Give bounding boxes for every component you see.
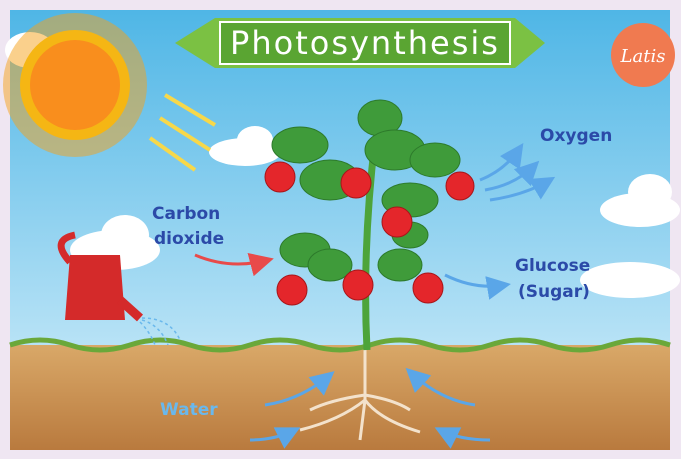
- title-banner: Photosynthesis: [175, 18, 545, 68]
- glucose-label: Glucose: [515, 256, 590, 276]
- logo-text: Latis: [620, 46, 666, 67]
- soil: [10, 345, 670, 450]
- oxygen-label: Oxygen: [540, 126, 612, 146]
- carbon-label: dioxide: [154, 229, 224, 249]
- diagram: Photosynthesis Latis: [0, 0, 681, 459]
- title: Photosynthesis: [230, 24, 500, 62]
- glucose-label: (Sugar): [518, 282, 590, 302]
- carbon-label: Carbon: [152, 204, 220, 224]
- water-label: Water: [160, 400, 218, 420]
- logo: Latis: [611, 23, 675, 87]
